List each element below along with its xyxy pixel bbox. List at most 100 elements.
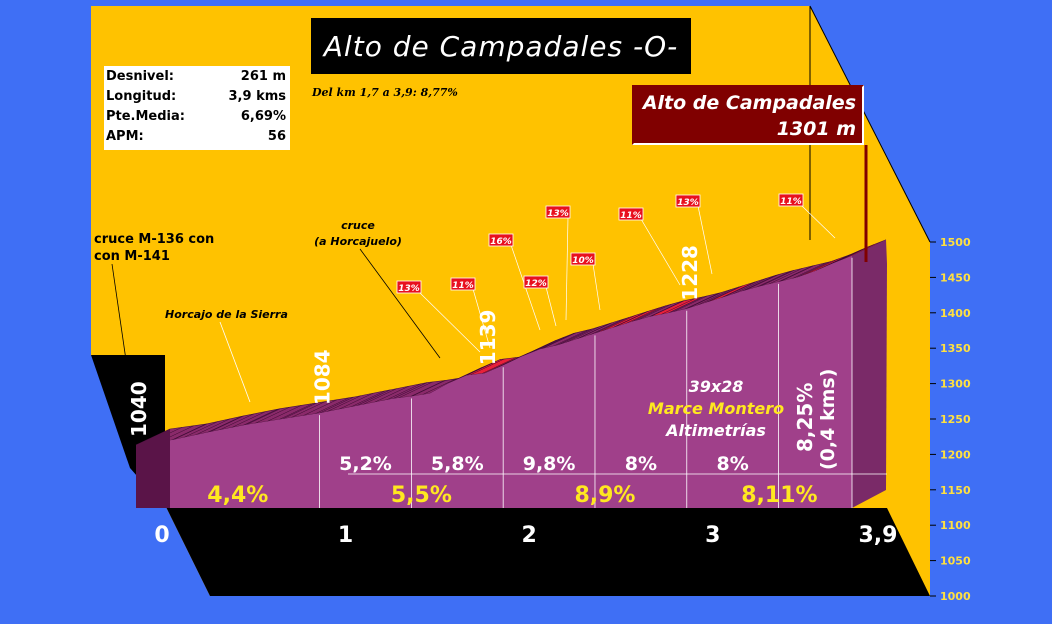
ramp-label-box bbox=[675, 194, 701, 208]
profile-end-face bbox=[852, 239, 887, 508]
ribbon-hatch bbox=[219, 413, 254, 431]
ribbon-hatch bbox=[839, 244, 875, 261]
ramp-leader bbox=[565, 216, 569, 321]
x-tick-label: 0 bbox=[154, 523, 169, 548]
ribbon-hatch bbox=[481, 357, 517, 374]
village-annotation: Horcajo de la Sierra bbox=[165, 308, 288, 321]
ramp-label-box bbox=[523, 275, 549, 289]
y-tick-label: 1150 bbox=[940, 484, 971, 497]
y-tick-label: 1450 bbox=[940, 271, 971, 284]
y-tick-label: 1300 bbox=[940, 378, 971, 391]
ribbon-hatch bbox=[649, 300, 684, 318]
ribbon-hatch bbox=[529, 337, 564, 354]
ramp-leader bbox=[800, 204, 836, 239]
y-tick-label: 1250 bbox=[940, 413, 971, 426]
credit-text: 39x28 bbox=[689, 377, 744, 396]
stat-value: 56 bbox=[267, 129, 286, 144]
y-tick-label: 1100 bbox=[940, 519, 971, 532]
stat-value: 3,9 kms bbox=[228, 89, 286, 104]
ribbon-hatch bbox=[422, 378, 457, 395]
ramp-label: 11% bbox=[452, 281, 474, 291]
credit-text: Marce Montero bbox=[648, 399, 784, 418]
ramp-label-box bbox=[396, 280, 422, 294]
ribbon-hatch bbox=[696, 289, 731, 306]
ramp-leader bbox=[592, 263, 601, 311]
ribbon-hatch bbox=[720, 281, 755, 299]
ramp-label-box bbox=[545, 205, 571, 219]
ramp-label-box bbox=[488, 233, 514, 247]
ribbon-hatch bbox=[660, 298, 696, 315]
ribbon-hatch bbox=[279, 403, 314, 420]
ribbon-hatch bbox=[326, 395, 362, 412]
ribbon-hatch bbox=[291, 401, 326, 418]
y-tick-label: 1400 bbox=[940, 307, 971, 320]
ramp-label: 13% bbox=[547, 209, 569, 219]
ribbon-hatch bbox=[255, 407, 290, 424]
ramp-leader bbox=[697, 205, 713, 275]
ramp-label: 16% bbox=[490, 237, 512, 247]
profile-side-face bbox=[136, 429, 170, 508]
elevation-label: 1228 bbox=[678, 245, 702, 301]
x-tick-label: 3 bbox=[705, 523, 720, 548]
elevation-label: 1084 bbox=[311, 349, 335, 405]
y-tick-label: 1350 bbox=[940, 342, 971, 355]
elevation-label: 1139 bbox=[476, 310, 500, 366]
segment-grade-label: 9,8% bbox=[523, 453, 576, 475]
segment-grade-label: 5,2% bbox=[339, 453, 392, 475]
credit-text: Altimetrías bbox=[664, 421, 766, 440]
junction-leader bbox=[359, 248, 441, 359]
ribbon-hatch bbox=[577, 322, 612, 340]
ribbon-hatch bbox=[183, 421, 218, 438]
ribbon-hatch bbox=[625, 307, 660, 325]
ribbon-hatch bbox=[267, 405, 302, 422]
section-grade-label: 8,9% bbox=[574, 483, 635, 508]
ribbon-hatch bbox=[565, 326, 600, 343]
ribbon-hatch bbox=[493, 353, 529, 370]
ribbon-hatch bbox=[672, 295, 708, 313]
section-grade-label: 8,11% bbox=[741, 483, 817, 508]
junction-annotation: cruce bbox=[341, 219, 375, 232]
segment-grade-label: 8% bbox=[625, 453, 657, 475]
section-grade-label: 4,4% bbox=[207, 483, 268, 508]
stats-table: Desnivel: 261 m Longitud: 3,9 kms Pte.Medi… bbox=[104, 66, 290, 150]
start-leader bbox=[111, 263, 135, 416]
ribbon-hatch bbox=[314, 397, 350, 415]
chart-title: Alto de Campadales -O- bbox=[311, 18, 691, 74]
ribbon-hatch bbox=[613, 311, 648, 328]
ribbon-hatch bbox=[684, 292, 720, 310]
x-tick-label: 1 bbox=[338, 523, 353, 548]
ribbon-hatch bbox=[171, 423, 206, 441]
ramp-label: 10% bbox=[572, 256, 594, 266]
ribbon-hatch bbox=[637, 304, 672, 321]
floor-base bbox=[91, 355, 930, 596]
ribbon-hatch bbox=[541, 332, 576, 350]
ribbon-hatch bbox=[386, 383, 421, 401]
ramp-label: 13% bbox=[677, 198, 699, 208]
summit-elevation: 1301 m bbox=[776, 118, 856, 140]
ribbon-hatch bbox=[338, 393, 373, 410]
ribbon-hatch bbox=[804, 258, 839, 276]
stat-label: APM: bbox=[106, 129, 144, 144]
village-leader bbox=[219, 321, 251, 403]
ribbon-hatch bbox=[362, 388, 397, 405]
section-grade-label: 5,5% bbox=[391, 483, 452, 508]
elevation-label: 1040 bbox=[127, 381, 151, 437]
stat-row: APM: 56 bbox=[104, 126, 290, 146]
ramp-label: 12% bbox=[525, 279, 547, 289]
stat-value: 261 m bbox=[240, 69, 286, 84]
ribbon-hatch bbox=[708, 285, 743, 302]
y-tick-label: 1200 bbox=[940, 448, 971, 461]
ribbon-hatch bbox=[816, 254, 851, 271]
ribbon-hatch bbox=[828, 249, 863, 266]
ribbon-hatch bbox=[517, 342, 552, 359]
ribbon-hatch bbox=[768, 268, 803, 285]
steep-section-note: Del km 1,7 a 3,9: 8,77% bbox=[312, 86, 458, 99]
ramp-label: 11% bbox=[620, 211, 642, 221]
y-tick-label: 1000 bbox=[940, 590, 971, 603]
ramp-leader bbox=[418, 291, 481, 353]
ribbon-hatch bbox=[792, 262, 827, 279]
ribbon-hatch bbox=[231, 411, 266, 428]
start-annotation: con M-141 bbox=[94, 249, 170, 264]
stat-value: 6,69% bbox=[240, 109, 286, 124]
